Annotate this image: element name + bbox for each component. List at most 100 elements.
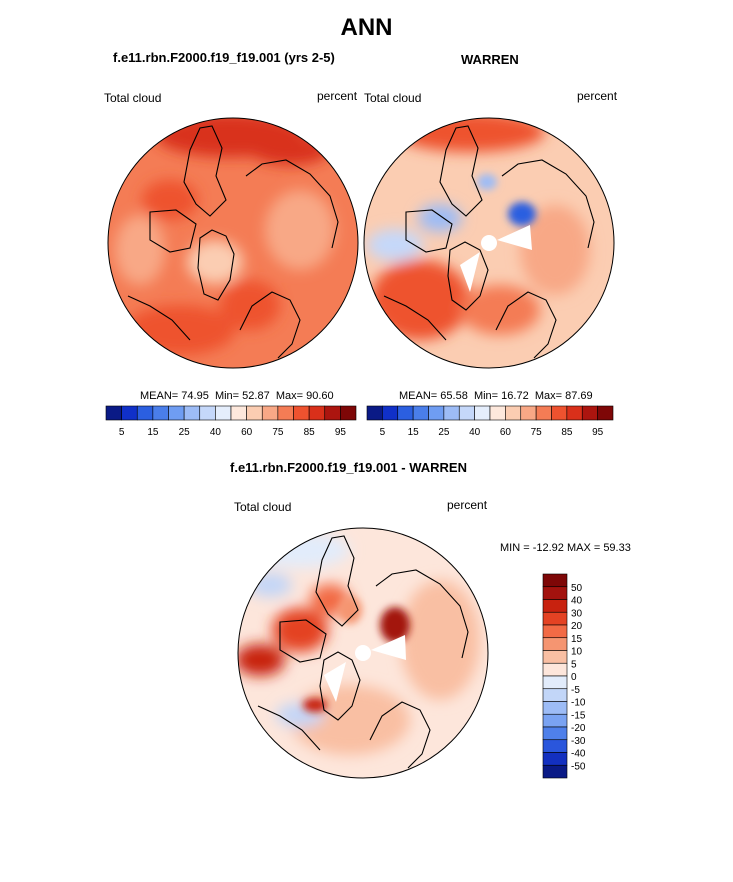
difference-map-patch-beaufort (303, 698, 327, 712)
right-colorbar-tick-label: 40 (469, 427, 481, 438)
right-colorbar-swatch-8 (489, 405, 506, 421)
left-map-patch-beaufort (220, 280, 280, 330)
left-stats: MEAN= 74.95 Min= 52.87 Max= 90.60 (140, 390, 334, 402)
difference-panel-title: f.e11.rbn.F2000.f19_f19.001 - WARREN (230, 460, 467, 475)
right-colorbar-swatch-2 (397, 405, 414, 421)
difference-colorbar-tick-label: -20 (571, 723, 586, 734)
left-colorbar-swatch-14 (324, 405, 341, 421)
left-colorbar-swatch-7 (215, 405, 232, 421)
left-map-coastlines (127, 125, 339, 359)
left-colorbar-swatch-3 (152, 405, 169, 421)
difference-colorbar-tick-label: 10 (571, 647, 583, 658)
difference-map-missing-wedge-2 (324, 662, 346, 702)
left-colorbar-swatch-6 (199, 405, 216, 421)
difference-colorbar-swatch-8 (542, 675, 568, 690)
right-mean-label: MEAN= (399, 390, 438, 402)
left-min-label: Min= (214, 390, 240, 402)
difference-coast-greenland (319, 651, 361, 721)
left-colorbar-swatch-0 (105, 405, 122, 421)
left-min-value: 52.87 (242, 390, 270, 402)
right-colorbar-tick-label: 25 (438, 427, 450, 438)
left-map-patch-norwegian-sea (250, 135, 330, 165)
difference-colorbar-swatch-7 (542, 662, 568, 677)
difference-map-coastlines (257, 535, 469, 769)
right-colorbar-swatch-4 (428, 405, 445, 421)
right-colorbar-swatch-14 (581, 405, 598, 421)
left-colorbar: 5 15 25 40 60 75 85 95 (105, 405, 357, 438)
difference-colorbar-swatch-6 (542, 650, 568, 664)
difference-coast-siberia (375, 569, 469, 659)
right-map-missing-pole (481, 235, 497, 251)
difference-coast-hudson (257, 705, 321, 751)
difference-colorbar-swatch-15 (542, 764, 568, 779)
right-colorbar-tick-label: 95 (592, 427, 604, 438)
right-coast-greenland (447, 241, 489, 311)
right-colorbar-swatch-6 (458, 405, 475, 421)
right-polar-map (363, 117, 615, 369)
right-coast-arctic-archipelago (405, 209, 453, 253)
right-coast-siberia (501, 159, 595, 249)
left-coast-arctic-archipelago (149, 209, 197, 253)
right-map-patch-arctic-archipelago (418, 204, 462, 232)
right-colorbar-swatch-15 (597, 405, 614, 421)
left-units-label: percent (317, 89, 358, 103)
left-map-patch-baffin (142, 180, 198, 220)
left-colorbar-tick-label: 85 (304, 427, 316, 438)
difference-colorbar-swatch-12 (542, 726, 568, 741)
left-panel-title: f.e11.rbn.F2000.f19_f19.001 (yrs 2-5) (113, 50, 335, 65)
left-colorbar-swatch-11 (277, 405, 294, 421)
difference-polar-map (237, 527, 489, 779)
difference-colorbar-tick-label: 40 (571, 596, 583, 607)
right-map-patch-canada (367, 229, 423, 261)
difference-coast-alaska (369, 701, 431, 769)
right-min-value: 16.72 (501, 390, 529, 402)
left-coast-hudson (127, 295, 191, 341)
left-polar-map (107, 117, 359, 369)
left-colorbar-swatch-10 (261, 405, 279, 421)
left-colorbar-tick-label: 95 (335, 427, 347, 438)
right-max-label: Max= (534, 390, 563, 402)
left-colorbar-swatch-4 (168, 405, 185, 421)
left-max-value: 90.60 (306, 390, 334, 402)
difference-colorbar-tick-label: -15 (571, 710, 586, 721)
left-map-patch-canada (115, 215, 165, 285)
difference-map-missing-wedge-1 (371, 635, 406, 660)
difference-map-missing-pole (355, 645, 371, 661)
difference-colorbar-swatch-5 (542, 637, 568, 651)
difference-colorbar-swatch-9 (542, 688, 568, 702)
left-colorbar-swatch-13 (308, 405, 326, 421)
right-map-coastlines (383, 125, 595, 359)
difference-minmax: MIN = -12.92 MAX = 59.33 (500, 542, 631, 554)
left-map-patch-greenland (187, 240, 243, 284)
right-map-patch-pacific (370, 260, 470, 340)
right-map-patch-siberia (520, 205, 590, 295)
difference-colorbar-swatch-3 (542, 611, 568, 626)
difference-variable-label: Total cloud (234, 500, 292, 514)
left-colorbar-swatch-15 (340, 405, 357, 421)
right-map-border (363, 117, 615, 369)
difference-colorbar-swatch-14 (542, 752, 568, 766)
difference-colorbar-tick-label: -30 (571, 736, 586, 747)
difference-colorbar-tick-label: 50 (571, 583, 583, 594)
right-map-patch-barents (477, 174, 497, 190)
left-map-border (107, 117, 359, 369)
difference-colorbar-tick-label: 15 (571, 634, 583, 645)
difference-colorbar-swatch-1 (542, 586, 568, 600)
difference-map-patch-siberia (400, 580, 480, 700)
difference-map-patch-kara-sea (380, 607, 410, 643)
difference-colorbar-tick-label: 20 (571, 621, 583, 632)
left-colorbar-swatch-12 (293, 405, 310, 421)
right-colorbar-tick-label: 60 (500, 427, 512, 438)
difference-colorbar-swatch-10 (542, 701, 568, 715)
right-colorbar-swatch-0 (366, 405, 383, 421)
right-coast-scandinavia (439, 125, 483, 217)
difference-map-patch-pole-ring (338, 596, 362, 624)
right-min-label: Min= (473, 390, 499, 402)
difference-colorbar-swatch-2 (542, 599, 568, 613)
difference-map-border (237, 527, 489, 779)
right-max-value: 87.69 (565, 390, 593, 402)
difference-map-patch-labrador (248, 573, 292, 597)
right-colorbar-swatch-1 (382, 405, 399, 421)
